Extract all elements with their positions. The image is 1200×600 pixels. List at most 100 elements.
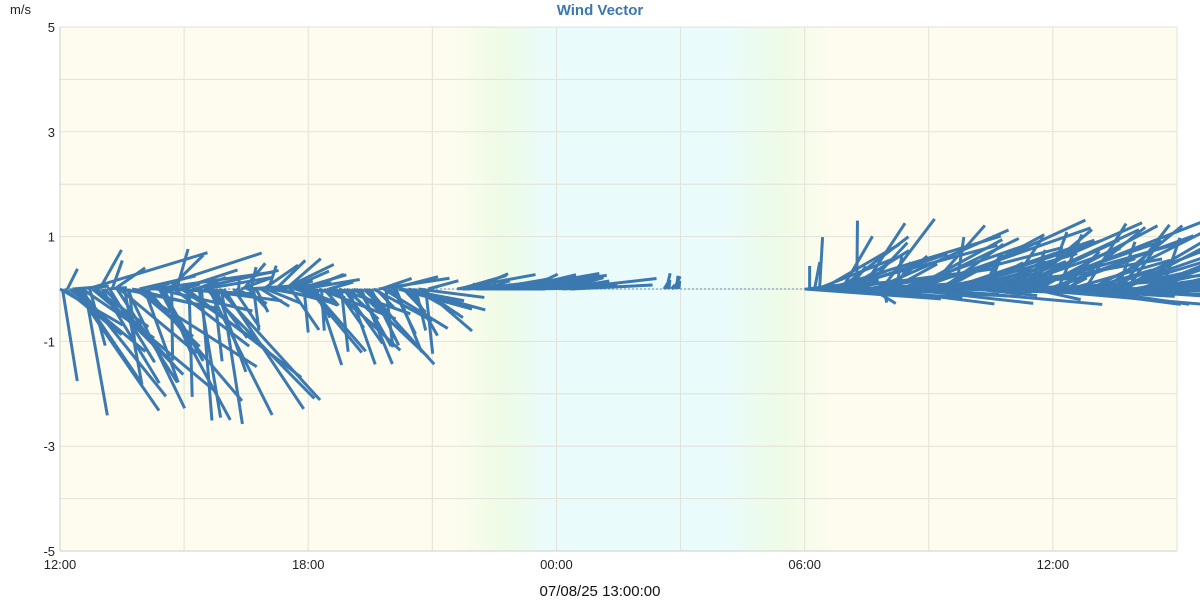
x-tick-label: 12:00 xyxy=(1037,557,1070,572)
wind-vector xyxy=(384,288,395,348)
wind-vector xyxy=(501,282,512,291)
wind-vector xyxy=(516,273,577,291)
wind-vector xyxy=(1082,287,1190,306)
wind-vector xyxy=(110,259,124,290)
wind-vector xyxy=(237,276,241,290)
wind-vector xyxy=(818,237,825,290)
wind-vector xyxy=(422,287,474,333)
wind-vector xyxy=(882,288,889,303)
x-tick-label: 12:00 xyxy=(44,557,77,572)
wind-vector xyxy=(1159,277,1200,291)
wind-vector xyxy=(1066,226,1147,291)
wind-vector xyxy=(86,251,208,291)
wind-vector xyxy=(1061,250,1101,291)
x-tick-label: 06:00 xyxy=(788,557,821,572)
wind-vector xyxy=(931,287,1103,306)
wind-vector xyxy=(1160,237,1182,290)
wind-vector xyxy=(1032,287,1082,302)
x-tick-label: 18:00 xyxy=(292,557,325,572)
y-tick-label: -3 xyxy=(43,439,55,454)
wind-vector xyxy=(252,288,261,331)
wind-vector xyxy=(369,288,401,346)
wind-vector xyxy=(954,236,966,290)
wind-vector xyxy=(128,288,138,352)
wind-vectors xyxy=(59,218,1200,425)
wind-vector xyxy=(183,282,201,291)
wind-vector xyxy=(125,288,187,409)
wind-vector xyxy=(1044,231,1069,290)
y-tick-label: -5 xyxy=(43,544,55,559)
wind-vector xyxy=(380,277,413,291)
footer-timestamp: 07/08/25 13:00:00 xyxy=(540,583,661,600)
wind-vector xyxy=(1141,264,1200,291)
wind-vector xyxy=(1002,287,1016,296)
wind-vector xyxy=(1006,236,1045,290)
wind-vector xyxy=(838,235,910,291)
wind-vector xyxy=(860,222,907,290)
wind-vector xyxy=(545,282,557,291)
wind-vector xyxy=(1089,232,1200,291)
wind-vector xyxy=(232,288,261,329)
wind-vector xyxy=(284,257,322,291)
wind-vector xyxy=(328,280,354,291)
wind-vector xyxy=(342,288,384,345)
wind-vector xyxy=(927,224,986,290)
wind-vector xyxy=(322,288,340,307)
wind-vector xyxy=(565,276,604,291)
wind-vector xyxy=(142,288,180,383)
wind-vector xyxy=(1172,287,1200,291)
wind-vector xyxy=(347,288,377,365)
wind-vector xyxy=(571,283,653,291)
chart-title: Wind Vector xyxy=(557,2,644,19)
wind-vector xyxy=(558,274,592,291)
wind-vector xyxy=(210,288,249,339)
wind-vector xyxy=(195,275,227,291)
wind-vector xyxy=(677,280,682,290)
wind-vector xyxy=(222,288,305,410)
wind-vector xyxy=(1049,257,1136,291)
wind-vector xyxy=(175,248,190,290)
wind-vector xyxy=(315,288,344,366)
wind-vector xyxy=(319,288,326,331)
wind-vector xyxy=(813,261,822,290)
wind-vector xyxy=(418,287,485,299)
wind-vector xyxy=(1026,249,1047,290)
wind-vector xyxy=(349,288,358,299)
wind-vector xyxy=(890,262,938,291)
wind-vector xyxy=(895,255,904,290)
wind-vector xyxy=(940,243,1005,291)
wind-vector xyxy=(170,288,175,361)
wind-vector xyxy=(260,287,290,308)
wind-vector xyxy=(906,287,1034,305)
wind-vector xyxy=(249,266,258,290)
wind-vector xyxy=(265,287,301,305)
y-tick-label: 5 xyxy=(48,20,55,35)
wind-vector xyxy=(972,261,1024,291)
wind-vector xyxy=(359,288,394,365)
wind-vector xyxy=(526,272,559,291)
wind-vector xyxy=(173,287,251,348)
wind-vector xyxy=(98,249,123,290)
wind-vector xyxy=(306,272,345,291)
wind-vector xyxy=(1121,241,1200,291)
wind-vector xyxy=(113,266,147,291)
wind-vector xyxy=(409,288,439,337)
wind-vector xyxy=(151,251,263,291)
wind-vector xyxy=(414,288,428,331)
wind-vector xyxy=(471,272,509,291)
wind-vector xyxy=(199,288,214,421)
wind-vector xyxy=(517,283,523,290)
wind-vector xyxy=(267,265,278,290)
wind-vector xyxy=(168,254,205,291)
wind-vector xyxy=(1037,224,1159,291)
wind-vector xyxy=(162,288,194,356)
wind-vector xyxy=(1083,222,1128,290)
wind-vector xyxy=(187,288,194,397)
wind-vector xyxy=(207,288,274,416)
wind-vector xyxy=(83,288,109,416)
wind-vector xyxy=(427,279,459,291)
y-tick-label: -1 xyxy=(43,334,55,349)
wind-vector xyxy=(982,253,1002,290)
wind-vector xyxy=(404,287,418,302)
